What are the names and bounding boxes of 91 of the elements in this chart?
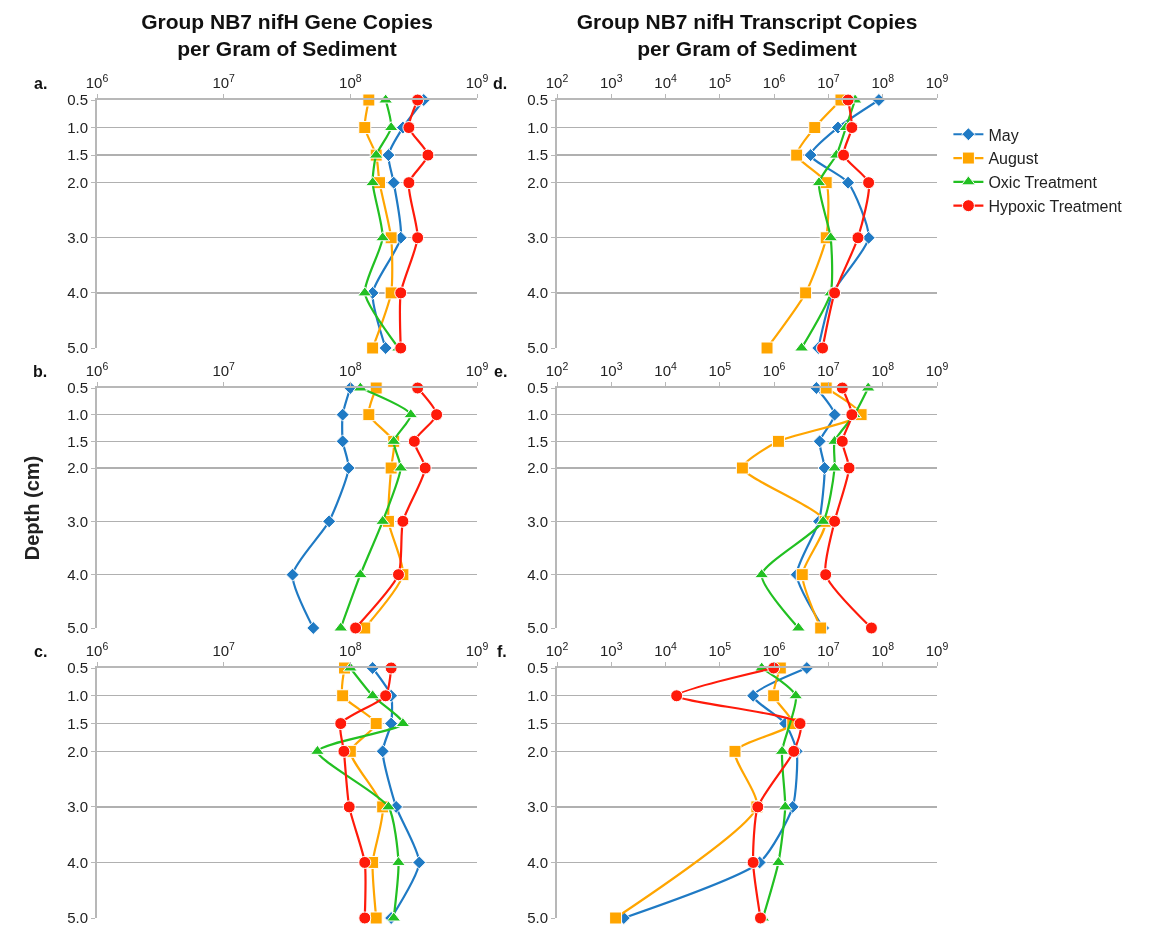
x-tick-label: 10$^{7}$: [212, 639, 236, 659]
x-tick-label: 10$^{7}$: [817, 71, 840, 91]
x-tick-label: 10$^{7}$: [212, 71, 236, 91]
x-tick-label: 10$^{3}$: [600, 359, 623, 379]
x-tick-label: 10$^{6}$: [762, 71, 786, 91]
y-tick-label: 0.5: [527, 659, 548, 677]
y-tick-label: 1.0: [527, 118, 548, 136]
y-tick-label: 3.0: [527, 229, 548, 247]
y-tick-label: 2.0: [67, 173, 88, 191]
x-tick-label: 10$^{9}$: [465, 639, 489, 659]
legend-label: Oxic Treatment: [988, 174, 1098, 192]
x-tick-label: 10$^{7}$: [212, 359, 236, 379]
y-tick-label: 5.0: [67, 339, 88, 357]
y-tick-label: 3.0: [67, 798, 88, 816]
y-tick-label: 1.0: [67, 118, 88, 136]
text: e.: [494, 363, 508, 380]
y-tick-label: 1.0: [67, 687, 88, 705]
y-tick-label: 5.0: [67, 909, 88, 927]
y-tick-label: 4.0: [527, 565, 548, 583]
y-tick-label: 0.5: [67, 91, 88, 109]
text: f.: [497, 643, 507, 660]
x-tick-label: 10$^{6}$: [762, 359, 786, 379]
x-tick-label: 10$^{3}$: [600, 71, 623, 91]
y-tick-label: 4.0: [67, 284, 88, 302]
y-tick-label: 5.0: [527, 619, 548, 637]
chart-title: Group NB7 nifH Transcript Copies per Gram of Sediment: [576, 9, 918, 61]
text: d.: [493, 75, 508, 92]
x-tick-label: 10$^{4}$: [654, 639, 677, 659]
x-tick-label: 10$^{2}$: [545, 71, 569, 91]
y-tick-label: 1.5: [527, 432, 548, 450]
x-tick-label: 10$^{6}$: [85, 71, 109, 91]
y-tick-label: 4.0: [527, 284, 548, 302]
y-tick-label: 0.5: [527, 379, 548, 397]
x-tick-label: 10$^{4}$: [654, 71, 677, 91]
y-tick-label: 1.5: [67, 714, 88, 732]
y-tick-label: 1.5: [527, 714, 548, 732]
y-tick-label: 3.0: [67, 512, 88, 530]
y-tick-label: 1.5: [67, 146, 88, 164]
y-tick-label: 3.0: [67, 229, 88, 247]
y-tick-label: 0.5: [67, 659, 88, 677]
y-tick-label: 3.0: [527, 798, 548, 816]
y-tick-label: 5.0: [527, 909, 548, 927]
x-tick-label: 10$^{9}$: [465, 359, 489, 379]
x-tick-label: 10$^{6}$: [762, 639, 786, 659]
text: c.: [34, 643, 48, 660]
y-tick-label: 2.0: [67, 459, 88, 477]
chart-title: Group NB7 nifH Gene Copies per Gram of Sediment: [141, 9, 433, 61]
y-tick-label: 5.0: [67, 619, 88, 637]
x-tick-label: 10$^{5}$: [708, 359, 732, 379]
text: b.: [33, 363, 48, 380]
x-tick-label: 10$^{6}$: [85, 359, 109, 379]
x-tick-label: 10$^{8}$: [339, 639, 362, 659]
x-tick-label: 10$^{9}$: [925, 359, 949, 379]
x-tick-label: 10$^{8}$: [871, 71, 895, 91]
y-tick-label: 0.5: [67, 379, 88, 397]
y-tick-label: 3.0: [527, 512, 548, 530]
y-tick-label: 2.0: [527, 742, 548, 760]
legend-label: Hypoxic Treatment: [988, 197, 1123, 215]
y-tick-label: 2.0: [67, 742, 88, 760]
y-tick-label: 4.0: [67, 565, 88, 583]
x-tick-label: 10$^{8}$: [871, 359, 895, 379]
x-tick-label: 10$^{3}$: [600, 639, 623, 659]
x-tick-label: 10$^{8}$: [871, 639, 895, 659]
x-tick-label: 10$^{8}$: [339, 71, 362, 91]
y-tick-label: 4.0: [527, 853, 548, 871]
y-tick-label: 2.0: [527, 459, 548, 477]
y-tick-label: 0.5: [527, 91, 548, 109]
x-tick-label: 10$^{9}$: [465, 71, 489, 91]
text: a.: [34, 75, 48, 92]
x-tick-label: 10$^{7}$: [817, 639, 840, 659]
y-axis-title: Depth (cm): [21, 455, 44, 561]
x-tick-label: 10$^{4}$: [654, 359, 677, 379]
x-tick-label: 10$^{6}$: [85, 639, 109, 659]
x-tick-label: 10$^{2}$: [545, 359, 569, 379]
y-tick-label: 1.0: [527, 405, 548, 423]
x-tick-label: 10$^{5}$: [708, 71, 732, 91]
x-tick-label: 10$^{5}$: [708, 639, 732, 659]
y-tick-label: 1.0: [67, 405, 88, 423]
x-tick-label: 10$^{9}$: [925, 71, 949, 91]
x-tick-label: 10$^{9}$: [925, 639, 949, 659]
x-tick-label: 10$^{2}$: [545, 639, 569, 659]
legend-label: August: [988, 150, 1039, 168]
y-tick-label: 2.0: [527, 173, 548, 191]
y-tick-label: 4.0: [67, 853, 88, 871]
y-tick-label: 1.0: [527, 687, 548, 705]
x-tick-label: 10$^{8}$: [339, 359, 362, 379]
y-tick-label: 1.5: [67, 432, 88, 450]
y-tick-label: 5.0: [527, 339, 548, 357]
x-tick-label: 10$^{7}$: [817, 359, 840, 379]
legend-label: May: [988, 126, 1019, 144]
y-tick-label: 1.5: [527, 146, 548, 164]
